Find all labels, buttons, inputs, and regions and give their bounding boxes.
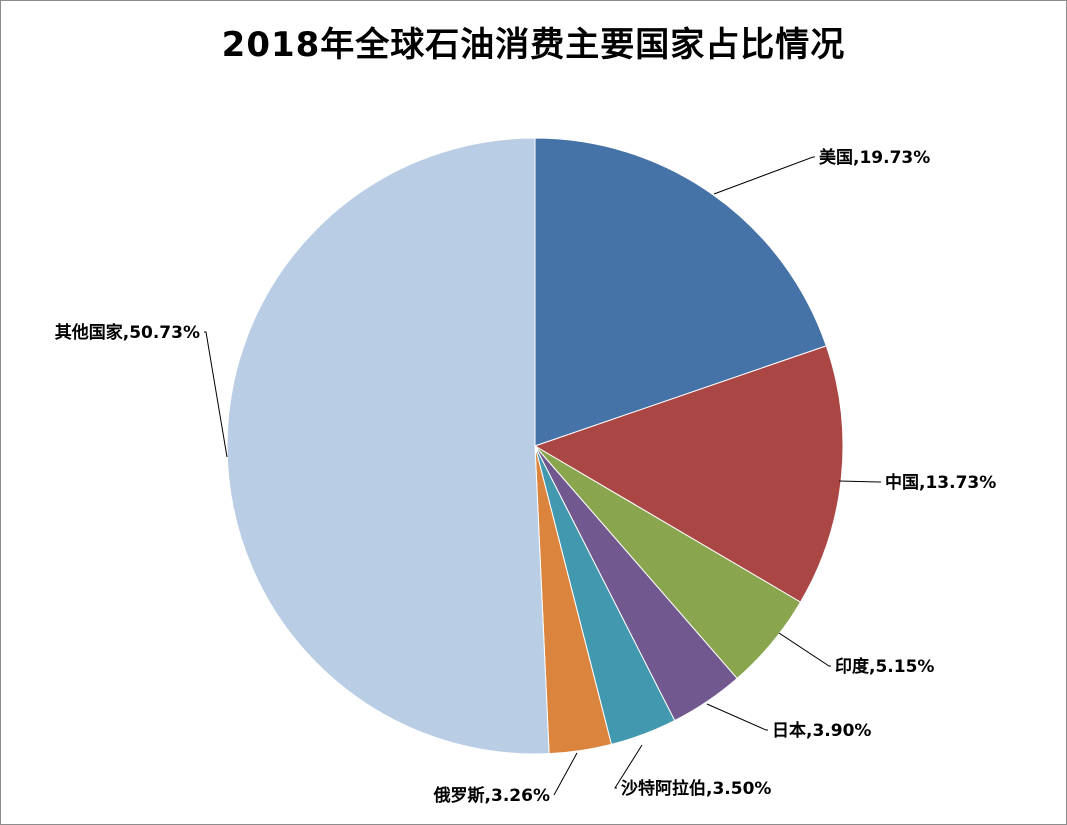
data-label-4: 沙特阿拉伯,3.50% bbox=[621, 778, 771, 799]
leader-line-4 bbox=[614, 744, 643, 789]
data-label-3: 日本,3.90% bbox=[772, 720, 871, 741]
leader-line-1 bbox=[838, 480, 881, 483]
data-label-2: 印度,5.15% bbox=[835, 656, 934, 677]
data-label-1: 中国,13.73% bbox=[885, 472, 996, 493]
leader-line-3 bbox=[706, 703, 768, 731]
chart-title: 2018年全球石油消费主要国家占比情况 bbox=[221, 25, 846, 65]
leader-line-6 bbox=[204, 331, 228, 458]
data-label-6: 其他国家,50.73% bbox=[55, 322, 200, 343]
pie-slice-1 bbox=[533, 345, 844, 603]
pie-slice-6 bbox=[226, 137, 550, 755]
pie-slice-0 bbox=[534, 137, 827, 447]
leader-line-5 bbox=[553, 752, 578, 796]
data-label-0: 美国,19.73% bbox=[819, 147, 930, 168]
data-label-5: 俄罗斯,3.26% bbox=[433, 785, 550, 806]
leader-line-0 bbox=[713, 156, 815, 195]
leader-line-2 bbox=[778, 632, 831, 667]
